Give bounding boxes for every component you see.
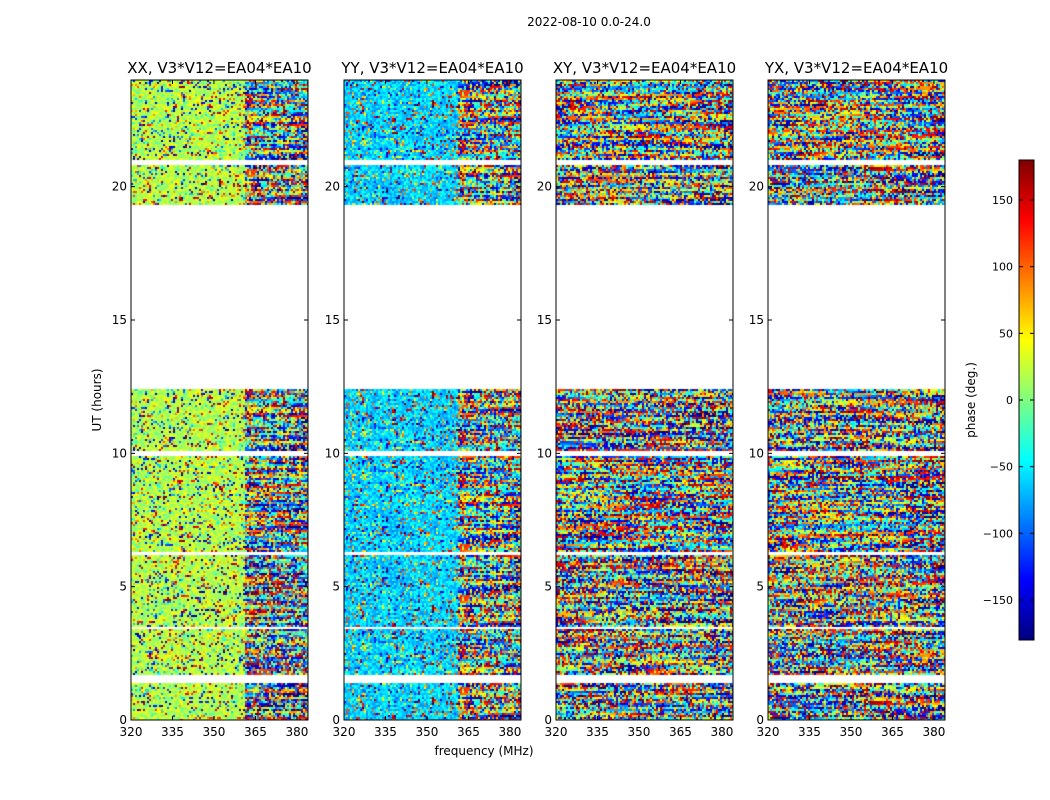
panel-frame <box>343 79 522 721</box>
y-tick-label: 0 <box>756 713 764 727</box>
y-tick-label: 15 <box>112 313 127 327</box>
x-tick-label: 365 <box>669 725 692 739</box>
x-tick-label: 335 <box>161 725 184 739</box>
x-tick-label: 350 <box>416 725 439 739</box>
panel-2: YY, V3*V12=EA04*EA10 320 335 350 365 380 0 5 10 1… <box>325 59 524 739</box>
colorbar-tick-label: 100 <box>992 261 1013 274</box>
panel-title: XY, V3*V12=EA04*EA10 <box>553 59 736 77</box>
phase-heatmap-image <box>556 80 733 720</box>
y-tick-label: 20 <box>112 180 127 194</box>
y-tick-label: 0 <box>544 713 552 727</box>
x-tick-label: 380 <box>922 725 945 739</box>
x-tick-label: 350 <box>628 725 651 739</box>
x-tick-label: 335 <box>374 725 397 739</box>
x-tick-label: 350 <box>840 725 863 739</box>
phase-heatmap-image <box>768 80 945 720</box>
panel-title: YX, V3*V12=EA04*EA10 <box>764 59 948 77</box>
panel-title: XX, V3*V12=EA04*EA10 <box>127 59 311 77</box>
colorbar-tick-label: 50 <box>999 327 1013 340</box>
y-tick-label: 5 <box>332 580 340 594</box>
figure-suptitle: 2022-08-10 0.0-24.0 <box>527 15 651 29</box>
y-tick-label: 10 <box>325 446 340 460</box>
colorbar-tick-label: 0 <box>1006 394 1013 407</box>
panels-group: XX, V3*V12=EA04*EA10 320 335 350 365 380 0 5 10 1… <box>112 59 948 739</box>
y-tick-label: 10 <box>749 446 764 460</box>
x-tick-label: 320 <box>333 725 356 739</box>
y-tick-label: 20 <box>325 180 340 194</box>
y-tick-label: 15 <box>537 313 552 327</box>
x-tick-label: 380 <box>498 725 521 739</box>
y-tick-label: 10 <box>537 446 552 460</box>
y-tick-label: 15 <box>749 313 764 327</box>
x-tick-label: 380 <box>710 725 733 739</box>
colorbar-label: phase (deg.) <box>964 362 978 438</box>
x-tick-label: 320 <box>757 725 780 739</box>
y-axis-label: UT (hours) <box>90 368 104 431</box>
colorbar-tick-label: 150 <box>992 194 1013 207</box>
x-tick-label: 350 <box>203 725 226 739</box>
x-tick-label: 320 <box>545 725 568 739</box>
x-tick-label: 320 <box>120 725 143 739</box>
x-tick-label: 365 <box>457 725 480 739</box>
panel-4: YX, V3*V12=EA04*EA10 320 335 350 365 380 0 5 10 1… <box>749 59 948 739</box>
x-tick-label: 365 <box>244 725 267 739</box>
y-tick-label: 0 <box>332 713 340 727</box>
phase-heatmap-image <box>344 80 521 720</box>
y-tick-label: 20 <box>537 180 552 194</box>
panel-frame <box>130 79 309 721</box>
x-tick-label: 335 <box>798 725 821 739</box>
y-tick-label: 5 <box>756 580 764 594</box>
y-tick-label: 10 <box>112 446 127 460</box>
panel-3: XY, V3*V12=EA04*EA10 320 335 350 365 380 0 5 10 1… <box>537 59 736 739</box>
colorbar-tick-label: −100 <box>983 527 1013 540</box>
x-tick-label: 335 <box>586 725 609 739</box>
x-axis-label: frequency (MHz) <box>434 744 533 758</box>
colorbar-tick-label: −50 <box>990 461 1013 474</box>
colorbar-tick-label: −150 <box>983 594 1013 607</box>
x-tick-label: 380 <box>285 725 308 739</box>
y-tick-label: 5 <box>544 580 552 594</box>
y-tick-label: 0 <box>119 713 127 727</box>
colorbar: −150 −100 −50 0 50 100 150 <box>983 159 1035 641</box>
panel-1: XX, V3*V12=EA04*EA10 320 335 350 365 380 0 5 10 1… <box>112 59 312 739</box>
y-tick-label: 5 <box>119 580 127 594</box>
panel-frame <box>767 79 946 721</box>
y-tick-label: 20 <box>749 180 764 194</box>
y-tick-label: 15 <box>325 313 340 327</box>
phase-heatmap-image <box>131 80 308 720</box>
panel-frame <box>555 79 734 721</box>
panel-title: YY, V3*V12=EA04*EA10 <box>340 59 523 77</box>
x-tick-label: 365 <box>881 725 904 739</box>
